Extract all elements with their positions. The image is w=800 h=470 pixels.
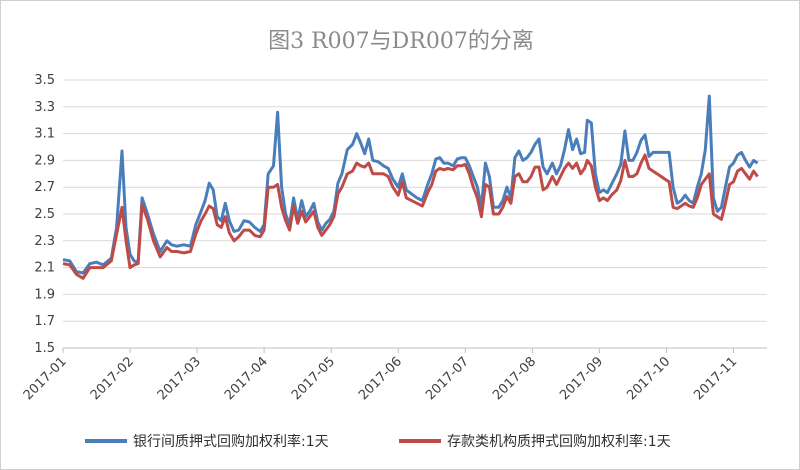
y-tick-label: 1.5 — [34, 341, 55, 356]
x-tick-label: 2017-03 — [155, 354, 204, 403]
y-axis: 3.5 3.3 3.1 2.9 2.7 2.5 2.3 2.1 1.9 1.7 1.5 — [34, 73, 55, 356]
x-tick-label: 2017-08 — [490, 354, 539, 403]
y-tick-label: 2.5 — [34, 207, 55, 222]
x-tick-label: 2017-09 — [557, 354, 606, 403]
legend-label-dr007: 存款类机构质押式回购加权利率:1天 — [447, 433, 671, 450]
x-tick-label: 2017-04 — [222, 354, 271, 403]
x-tick-label: 2017-01 — [21, 354, 70, 403]
legend-label-r007: 银行间质押式回购加权利率:1天 — [133, 433, 329, 450]
y-tick-label: 3.5 — [34, 73, 55, 88]
series-line-1 — [62, 153, 759, 280]
y-tick-label: 2.1 — [34, 261, 55, 276]
y-tick-label: 3.3 — [34, 100, 55, 115]
y-tick-label: 2.3 — [34, 234, 55, 249]
y-tick-label: 1.7 — [34, 314, 55, 329]
series-line-0 — [62, 94, 759, 275]
x-tick-label: 2017-02 — [88, 354, 137, 403]
chart-title: 图3 R007与DR007的分离 — [268, 29, 534, 54]
x-axis: 2017-01 2017-02 2017-03 2017-04 2017-05 2017-… — [21, 347, 767, 403]
x-tick-label: 2017-07 — [423, 354, 472, 403]
series-layer — [62, 94, 759, 280]
y-tick-label: 1.9 — [34, 287, 55, 302]
y-tick-label: 3.1 — [34, 127, 55, 142]
legend: 银行间质押式回购加权利率:1天 存款类机构质押式回购加权利率:1天 — [85, 433, 671, 450]
y-tick-label: 2.7 — [34, 180, 55, 195]
x-tick-label: 2017-11 — [691, 354, 740, 403]
x-tick-label: 2017-06 — [356, 354, 405, 403]
x-tick-label: 2017-05 — [289, 354, 338, 403]
grid-layer — [63, 79, 767, 349]
x-tick-label: 2017-10 — [624, 354, 673, 403]
y-tick-label: 2.9 — [34, 153, 55, 168]
